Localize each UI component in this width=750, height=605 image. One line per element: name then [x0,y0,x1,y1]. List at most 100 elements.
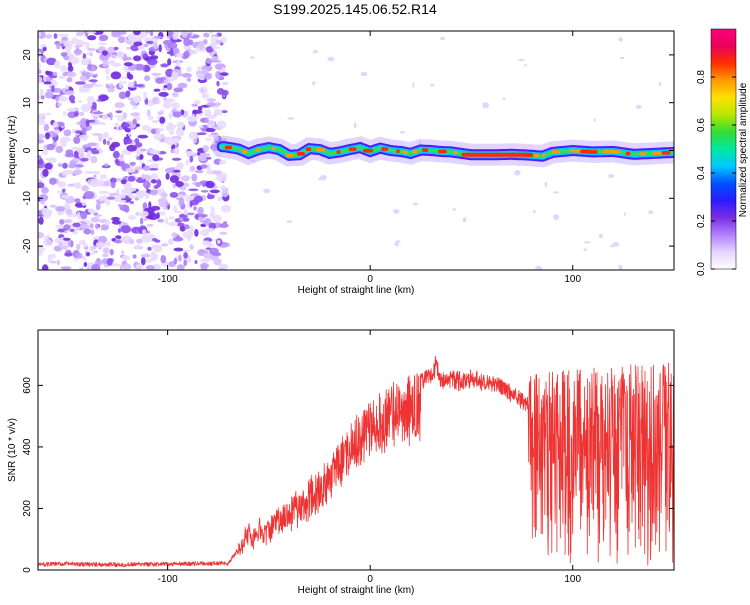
spectrogram-x-tick-label: -100 [158,274,178,285]
signal-hotspot [461,152,533,157]
noise-speck [286,220,293,223]
noise-blob [80,118,88,127]
noise-blob [168,221,179,227]
noise-blob [38,31,42,37]
noise-speck [222,81,229,86]
noise-blob [176,60,181,67]
noise-blob [98,190,110,194]
noise-blob [181,31,188,38]
noise-blob [54,60,61,69]
signal-hotspot [348,147,357,151]
noise-blob [220,242,230,248]
noise-blob [178,197,185,206]
spectrogram-y-tick-label: 10 [22,97,33,109]
noise-speck [482,102,489,109]
signal-hotspot [225,145,232,150]
noise-blob [100,224,109,231]
noise-blob [95,241,104,249]
noise-blob [203,39,208,45]
colorbar: 0.0 0.2 0.4 0.6 0.8 Normalized spectral ampl… [696,28,749,276]
noise-blob [162,87,167,91]
noise-blob [157,100,161,104]
noise-blob [106,75,110,81]
noise-blob [63,237,71,241]
noise-blob [215,39,222,45]
noise-blob [60,65,68,72]
noise-blob [139,154,144,160]
noise-blob [145,258,153,263]
noise-blob [91,264,101,270]
noise-speck [535,265,542,270]
noise-blob [102,247,110,254]
noise-blob [122,80,127,84]
noise-blob [209,247,219,255]
noise-blob [81,127,87,135]
noise-blob [113,150,120,159]
noise-blob [221,110,228,114]
noise-speck [593,118,596,122]
noise-blob [206,157,212,160]
noise-speck [648,210,654,215]
noise-speck [553,191,560,194]
noise-blob [163,206,168,210]
noise-blob [83,262,88,267]
noise-blob [139,210,149,217]
noise-blob [209,171,213,174]
noise-speck [430,83,435,87]
noise-blob [183,38,191,47]
noise-blob [160,192,168,199]
noise-blob [79,111,84,117]
noise-blob [140,148,147,152]
noise-blob [172,92,179,98]
noise-blob [185,150,195,156]
snr-frame [37,329,675,571]
noise-blob [199,220,208,223]
noise-speck [514,169,521,176]
signal-hotspot [639,152,646,156]
noise-blob [114,102,125,109]
noise-blob [133,41,143,46]
noise-blob [135,190,144,199]
noise-blob [202,145,210,153]
noise-blob [132,118,137,125]
noise-speck [452,208,456,211]
signal-hotspot [336,150,341,154]
noise-blob [171,71,180,81]
noise-blob [135,264,144,269]
noise-blob [211,46,221,50]
noise-blob [134,63,145,71]
noise-speck [412,82,415,88]
noise-blob [162,101,173,109]
noise-blob [133,95,142,103]
noise-blob [169,129,174,136]
noise-blob [41,95,45,100]
noise-blob [186,77,192,82]
noise-blob [139,217,144,225]
noise-speck [312,50,318,54]
signal-hotspot [662,151,671,155]
noise-blob [94,214,103,217]
noise-blob [66,77,73,83]
noise-blob [169,48,174,57]
noise-blob [181,175,191,182]
noise-blob [175,210,183,214]
noise-blob [45,112,52,116]
noise-blob [175,181,184,187]
noise-blob [158,44,162,53]
noise-blob [189,201,193,208]
noise-blob [62,162,68,169]
noise-blob [146,109,151,117]
snr-y-tick-label: 200 [22,500,33,517]
noise-blob [114,115,122,118]
noise-blob [115,110,123,114]
noise-blob [197,206,204,215]
noise-speck [502,97,506,100]
snr-y-ticks: 0 200 400 600 [22,377,674,573]
signal-hotspot [412,150,418,154]
spectrogram-y-ticks: -20 -10 0 10 20 [22,49,674,253]
spectrogram-noise-region [38,31,662,270]
noise-blob [63,219,73,224]
noise-blob [110,181,116,189]
noise-blob [182,231,194,239]
noise-blob [47,256,52,263]
